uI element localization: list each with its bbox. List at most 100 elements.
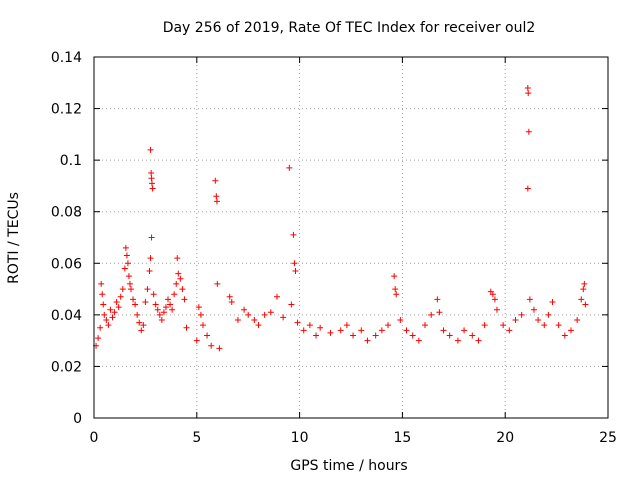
x-tick-label: 20 [496,430,514,446]
data-point [561,332,568,339]
data-point [97,324,104,331]
data-point [343,322,350,329]
data-point [113,298,120,305]
data-point [300,327,307,334]
data-point [126,280,133,287]
data-point [226,293,233,300]
data-point [245,311,252,318]
y-tick-label: 0.08 [51,205,82,221]
data-point [428,311,435,318]
data-point [350,332,357,339]
data-point [280,314,287,321]
data-point [136,319,143,326]
data-point [234,317,241,324]
y-tick-label: 0.1 [60,153,82,169]
data-point [530,306,537,313]
data-point [403,327,410,334]
data-point [213,198,220,205]
data-point [578,296,585,303]
data-point [105,322,112,329]
data-point [138,327,145,334]
x-tick-label: 10 [291,430,309,446]
data-point [142,298,149,305]
data-point [364,337,371,344]
y-tick-label: 0.06 [51,256,82,272]
data-point [162,304,169,311]
data-point [524,185,531,192]
data-point [291,260,298,267]
y-axis-label: ROTI / TECUs [6,192,22,284]
data-point [535,317,542,324]
data-point [241,306,248,313]
data-point [493,306,500,313]
y-tick-label: 0.02 [51,359,82,375]
data-point [169,306,176,313]
data-point [195,304,202,311]
data-point [109,314,116,321]
data-point [512,317,519,324]
data-point [267,309,274,316]
data-point [317,324,324,331]
data-point [183,324,190,331]
data-point [290,231,297,238]
data-point [391,273,398,280]
data-point [506,327,513,334]
data-point [154,306,161,313]
data-point [261,311,268,318]
data-point [393,291,400,298]
data-point [148,175,155,182]
data-point [475,337,482,344]
data-point [251,317,258,324]
data-point [98,280,105,287]
data-point [124,260,131,267]
data-point [175,270,182,277]
data-point [100,301,107,308]
data-point [525,128,532,135]
data-point [392,286,399,293]
data-point [128,286,135,293]
data-point [378,327,385,334]
data-point [292,268,299,275]
data-point [436,309,443,316]
data-point [173,280,180,287]
data-point [327,329,334,336]
data-point [397,317,404,324]
data-point [123,252,130,259]
data-point [524,84,531,91]
data-point [121,265,128,272]
data-point [119,286,126,293]
data-point [385,322,392,329]
data-point [101,311,108,318]
data-point [147,255,154,262]
data-point [255,322,262,329]
chart-title: Day 256 of 2019, Rate Of TEC Index for r… [163,20,536,36]
data-point [171,291,178,298]
data-point [144,286,151,293]
data-point [165,296,172,303]
data-point [158,317,165,324]
data-point [103,317,110,324]
data-point [567,327,574,334]
data-point [134,311,141,318]
data-point [204,332,211,339]
data-point [525,90,532,97]
x-axis-label: GPS time / hours [290,458,407,474]
data-point [107,306,114,313]
data-point [372,332,379,339]
data-point [574,317,581,324]
grid-lines [94,57,608,418]
x-tick-label: 0 [90,430,99,446]
data-point [197,311,204,318]
data-point [214,280,221,287]
data-point [422,322,429,329]
data-point [156,311,163,318]
data-point [461,327,468,334]
data-point [95,335,102,342]
data-point [294,319,301,326]
data-point [228,298,235,305]
data-point [481,322,488,329]
data-point [147,146,154,153]
data-point [440,327,447,334]
axis-ticks [93,56,609,419]
